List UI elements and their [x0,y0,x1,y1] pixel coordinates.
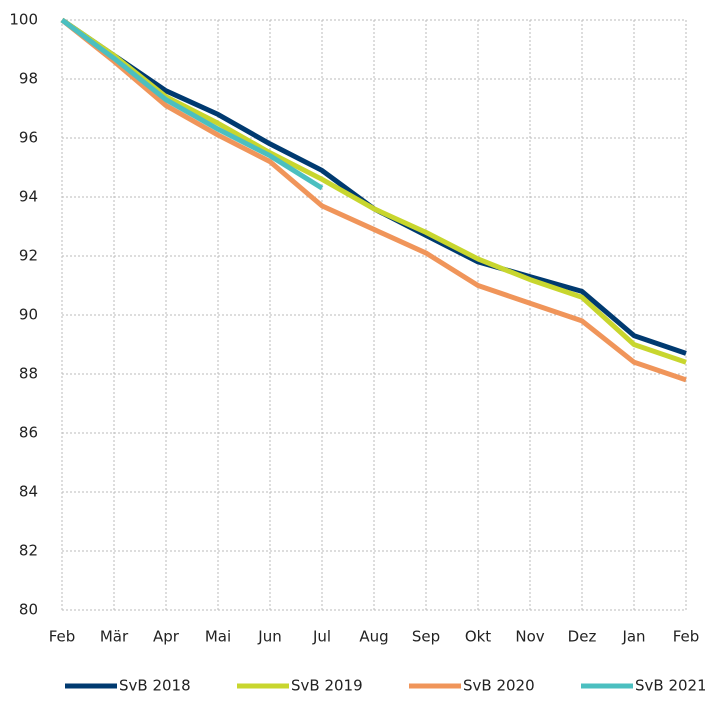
line-series [60,17,324,191]
x-tick-label: Feb [49,628,76,646]
x-tick-label: Okt [465,628,491,646]
x-tick-label: Feb [673,628,700,646]
y-tick-label: 100 [9,11,38,29]
x-tick-label: Jun [257,628,281,646]
y-tick-label: 90 [19,306,38,324]
x-tick-label: Apr [153,628,180,646]
legend-label: SvB 2019 [291,677,363,695]
y-tick-label: 96 [19,129,38,147]
y-tick-label: 82 [19,542,38,560]
y-tick-label: 88 [19,365,38,383]
x-tick-label: Jan [621,628,645,646]
x-tick-label: Sep [412,628,440,646]
x-tick-label: Jul [312,628,331,646]
legend-label: SvB 2018 [119,677,191,695]
y-tick-label: 84 [19,483,38,501]
x-tick-label: Aug [359,628,388,646]
y-tick-label: 80 [19,601,38,619]
line-series [60,17,687,365]
line-series [60,17,687,356]
legend-label: SvB 2021 [635,677,705,695]
legend-label: SvB 2020 [463,677,535,695]
x-tick-label: Mär [100,628,129,646]
y-tick-label: 98 [19,70,38,88]
y-tick-label: 94 [19,188,38,206]
y-tick-label: 92 [19,247,38,265]
y-tick-label: 86 [19,424,38,442]
x-tick-label: Nov [515,628,544,646]
line-series [60,18,687,383]
x-tick-label: Mai [205,628,231,646]
x-tick-label: Dez [568,628,597,646]
